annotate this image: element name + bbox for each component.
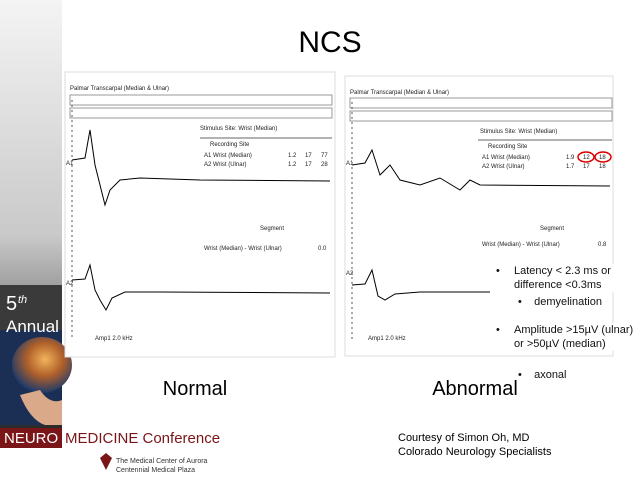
- panel-frame: [64, 71, 336, 358]
- cell: 18: [599, 155, 606, 161]
- brand-text: MEDICINE Conference: [65, 430, 220, 447]
- stimulus: Stimulus Site: Wrist (Median): [480, 129, 557, 135]
- sponsor-line: Centennial Medical Plaza: [116, 467, 195, 474]
- ncs-panel-normal: Palmar Transcarpal (Median & Ulnar) Stim…: [64, 71, 336, 358]
- trace: [71, 263, 331, 312]
- cell: 77: [321, 153, 328, 159]
- segment-header: Segment: [260, 226, 284, 232]
- cell: 1.2: [288, 153, 297, 159]
- caption: Abnormal: [432, 378, 518, 400]
- trace: [71, 129, 331, 207]
- bullet: • Amplitude >15µV (ulnar) or >50µV (media…: [496, 323, 638, 351]
- brand-box-text: NEURO: [4, 430, 58, 447]
- trace-label: A1: [346, 161, 354, 167]
- cell: Wrist (Median) - Wrist (Ulnar): [204, 246, 282, 252]
- cell: 0.0: [318, 246, 327, 252]
- cell: 18: [599, 164, 606, 170]
- sub-bullet: • axonal: [518, 369, 567, 381]
- amp-label: Amp1 2.0 kHz: [95, 336, 133, 342]
- edition-suffix: th: [18, 294, 27, 306]
- amp-label: Amp1 2.0 kHz: [368, 336, 406, 342]
- cell: 0.8: [598, 242, 607, 248]
- credit: Courtesy of Simon Oh, MD: [398, 432, 529, 444]
- cell: 1.2: [288, 162, 297, 168]
- cell: A2 Wrist (Ulnar): [482, 164, 525, 170]
- bullet-text: Amplitude >15µV (ulnar) or >50µV (median…: [514, 324, 634, 350]
- sub-bullet: • demyelination: [518, 296, 602, 308]
- table-header: Recording Site: [210, 142, 250, 148]
- cell: 1.9: [566, 155, 575, 161]
- cell: 1.7: [566, 164, 575, 170]
- slide-title: NCS: [298, 26, 361, 59]
- toolbar: [349, 97, 613, 109]
- trace-label: A1: [66, 161, 74, 167]
- sub-bullet-text: demyelination: [534, 296, 602, 308]
- highlight-circle: [577, 151, 595, 163]
- bullet-text: Latency < 2.3 ms or difference <0.3ms: [514, 265, 611, 291]
- bullet-dot: •: [496, 265, 500, 277]
- highlight-circle: [594, 151, 612, 163]
- bullet: • Latency < 2.3 ms or difference <0.3ms: [496, 264, 638, 292]
- brain-image: [12, 337, 72, 393]
- trace: [351, 268, 490, 301]
- sub-bullet-text: axonal: [534, 369, 567, 381]
- trace-label: A2: [346, 271, 354, 277]
- segment-header: Segment: [540, 226, 564, 232]
- cell: Wrist (Median) - Wrist (Ulnar): [482, 242, 560, 248]
- stimulus: Stimulus Site: Wrist (Median): [200, 126, 277, 132]
- edition-number: 5: [6, 293, 17, 315]
- bullet-dot: •: [496, 324, 500, 336]
- trace: [351, 148, 611, 191]
- ncs-panel-abnormal: Palmar Transcarpal (Median & Ulnar) Stim…: [344, 75, 614, 357]
- sponsor-logo: [100, 453, 112, 470]
- study-title: Palmar Transcarpal (Median & Ulnar): [70, 86, 169, 92]
- cell: 17: [583, 164, 590, 170]
- cell: 28: [321, 162, 328, 168]
- study-title: Palmar Transcarpal (Median & Ulnar): [350, 90, 449, 96]
- toolbar: [69, 94, 333, 106]
- cell: 17: [305, 162, 312, 168]
- head-image: [20, 390, 62, 425]
- toolbar: [69, 107, 333, 119]
- cell: 12: [583, 155, 590, 161]
- credit: Colorado Neurology Specialists: [398, 446, 552, 458]
- cell: A2 Wrist (Ulnar): [204, 162, 247, 168]
- brand-box: [0, 428, 62, 448]
- toolbar: [349, 110, 613, 122]
- cell: A1 Wrist (Median): [204, 153, 252, 159]
- table-header: Recording Site: [488, 144, 528, 150]
- panel-frame: [344, 75, 614, 357]
- trace-label: A2: [66, 281, 74, 287]
- cell: A1 Wrist (Median): [482, 155, 530, 161]
- cell: 17: [305, 153, 312, 159]
- caption: Normal: [163, 378, 227, 400]
- edition-label: Annual: [6, 317, 59, 336]
- sponsor-line: The Medical Center of Aurora: [116, 458, 208, 465]
